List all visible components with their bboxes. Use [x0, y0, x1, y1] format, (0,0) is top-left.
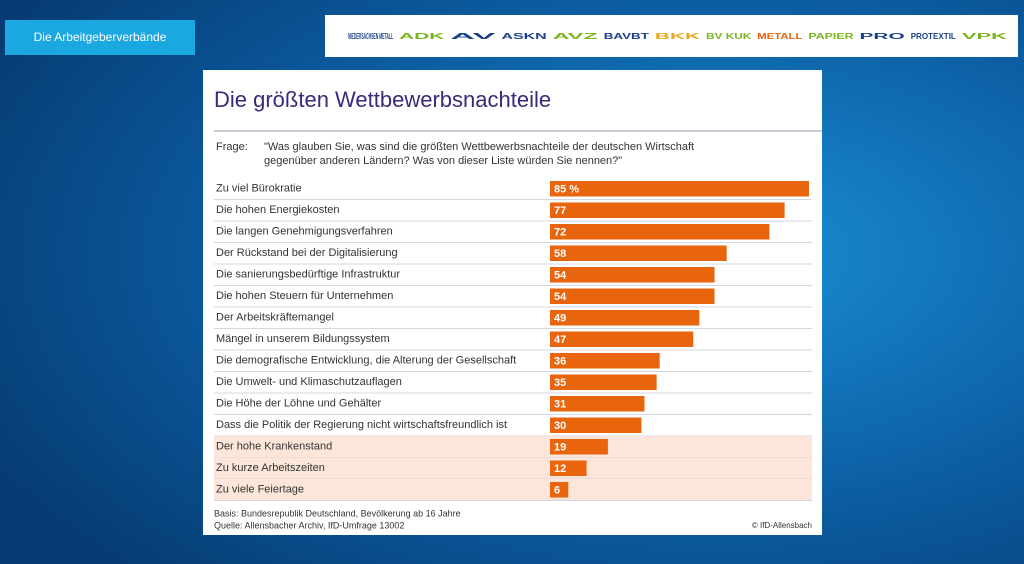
- value-label: 54: [554, 270, 567, 282]
- bar: [550, 460, 587, 476]
- logo: PAPIER: [808, 32, 853, 41]
- bar: [550, 181, 809, 197]
- value-label: 77: [554, 205, 566, 217]
- category-label: Mängel in unserem Bildungssystem: [216, 333, 390, 345]
- bar: [550, 310, 700, 326]
- bar: [550, 224, 770, 240]
- logo: ASKN: [501, 32, 547, 41]
- bar: [550, 374, 657, 390]
- logo: PROTEXTIL: [911, 32, 956, 41]
- category-label: Die Höhe der Löhne und Gehälter: [216, 398, 381, 410]
- category-label: Der Arbeitskräftemangel: [216, 312, 334, 324]
- category-label: Die hohen Energiekosten: [216, 204, 340, 216]
- category-label: Die hohen Steuern für Unternehmen: [216, 290, 393, 302]
- value-label: 6: [554, 485, 560, 497]
- logo: BV KUK: [706, 32, 751, 41]
- logo: AV: [450, 32, 498, 41]
- question-label: Frage:: [216, 141, 248, 153]
- row-highlight: [214, 436, 812, 458]
- category-label: Zu viele Feiertage: [216, 484, 304, 496]
- bar: [550, 396, 645, 412]
- value-label: 19: [554, 442, 566, 454]
- logo-bar: [325, 15, 1018, 57]
- logo: VPK: [962, 32, 1008, 41]
- value-label: 85 %: [554, 184, 579, 196]
- value-label: 72: [554, 227, 566, 239]
- value-label: 35: [554, 377, 566, 389]
- logos: NIEDERSACHSEN METALL ADK AV ASKN AVZ BAVBT BKK…: [348, 32, 1008, 41]
- category-label: Dass die Politik der Regierung nicht wir…: [216, 419, 507, 431]
- logo: AVZ: [553, 32, 598, 41]
- category-label: Die sanierungsbedürftige Infrastruktur: [216, 269, 400, 281]
- category-label: Die langen Genehmigungsverfahren: [216, 226, 393, 238]
- category-label: Zu kurze Arbeitszeiten: [216, 462, 325, 474]
- bar: [550, 202, 785, 218]
- question-line: gegenüber anderen Ländern? Was von diese…: [264, 155, 622, 167]
- value-label: 54: [554, 291, 567, 303]
- value-label: 12: [554, 463, 566, 475]
- category-label: Die Umwelt- und Klimaschutzauflagen: [216, 376, 402, 388]
- logo: BKK: [655, 32, 701, 41]
- tab: [5, 20, 195, 55]
- chart-title: Die größten Wettbewerbsnachteile: [214, 87, 551, 112]
- copyright: © IfD-Allensbach: [752, 521, 812, 530]
- value-label: 47: [554, 334, 566, 346]
- value-label: 36: [554, 356, 566, 368]
- logo: ADK: [399, 32, 445, 41]
- logo: BAVBT: [604, 32, 649, 41]
- bar: [550, 331, 694, 347]
- logo: PRO: [860, 32, 905, 41]
- value-label: 49: [554, 313, 566, 325]
- bar: [550, 439, 608, 455]
- question-line: "Was glauben Sie, was sind die größten W…: [264, 141, 694, 153]
- bar: [550, 482, 569, 498]
- row-highlight: [214, 457, 812, 479]
- value-label: 58: [554, 248, 566, 260]
- value-label: 31: [554, 399, 566, 411]
- category-label: Zu viel Bürokratie: [216, 183, 302, 195]
- footnote: Quelle: Allensbacher Archiv, IfD-Umfrage…: [214, 520, 404, 530]
- bar: [550, 288, 715, 304]
- bar: [550, 353, 660, 369]
- rows: Zu viel Bürokratie 85 % Die hohen Energiek…: [214, 181, 812, 501]
- tab-label: Die Arbeitgeberverbände: [34, 30, 167, 44]
- footnote: Basis: Bundesrepublik Deutschland, Bevöl…: [214, 508, 461, 518]
- bar: [550, 245, 727, 261]
- bar: [550, 417, 642, 433]
- logo: METALL: [757, 32, 802, 41]
- category-label: Die demografische Entwicklung, die Alter…: [216, 355, 516, 367]
- bar: [550, 267, 715, 283]
- logo: NIEDERSACHSEN METALL: [348, 32, 393, 41]
- row-highlight: [214, 479, 812, 501]
- value-label: 30: [554, 420, 566, 432]
- category-label: Der Rückstand bei der Digitalisierung: [216, 247, 398, 259]
- category-label: Der hohe Krankenstand: [216, 441, 332, 453]
